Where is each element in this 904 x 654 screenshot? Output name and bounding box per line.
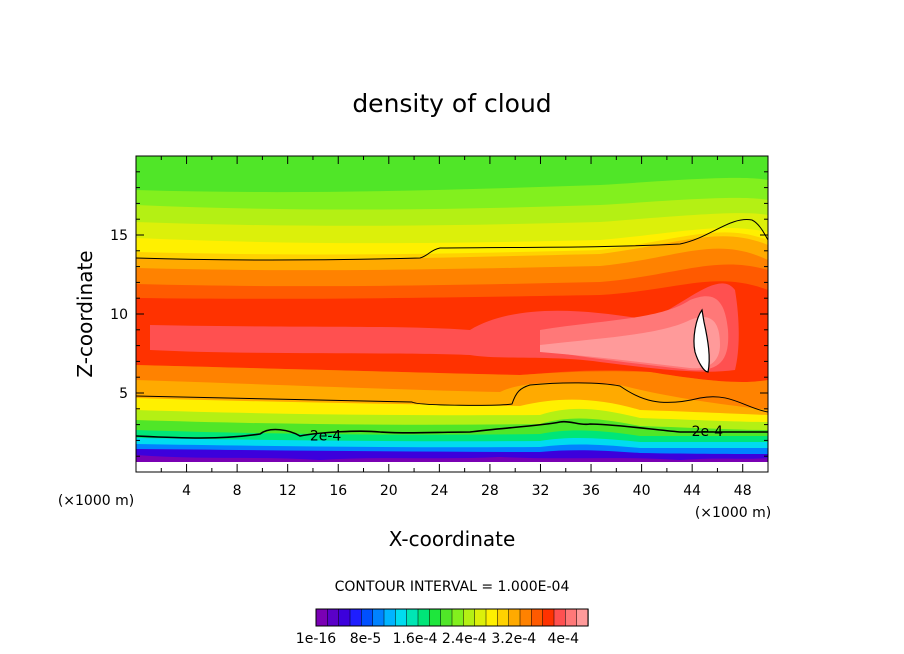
- x-tick-label: 40: [633, 483, 651, 499]
- colorbar-swatch: [474, 608, 487, 627]
- x-tick-label: 32: [532, 483, 550, 499]
- colorbar-swatch: [542, 608, 555, 627]
- y-axis-label: Z-coordinate: [73, 250, 97, 377]
- colorbar-label: 1.6e-4: [393, 631, 438, 647]
- colorbar-swatch: [372, 608, 385, 627]
- colorbar-swatch: [440, 608, 453, 627]
- colorbar-swatch: [315, 608, 328, 627]
- contour-line-lower: [136, 420, 768, 439]
- y-tick-label: 10: [110, 307, 128, 323]
- x-tick-label: 8: [233, 483, 242, 499]
- colorbar-label: 8e-5: [350, 631, 381, 647]
- colorbar-swatch: [327, 608, 340, 627]
- x-tick-label: 4: [182, 483, 191, 499]
- colorbar-swatch: [565, 608, 578, 627]
- colorbar-swatch: [531, 608, 544, 627]
- colorbar-label: 2.4e-4: [442, 631, 487, 647]
- field-band-surface: [136, 462, 768, 472]
- colorbar-swatch: [349, 608, 362, 627]
- x-tick-label: 44: [683, 483, 701, 499]
- colorbar-label: 4e-4: [548, 631, 580, 647]
- chart-title: density of cloud: [352, 89, 551, 118]
- colorbar-label: 3.2e-4: [491, 631, 536, 647]
- colorbar-swatch: [406, 608, 419, 627]
- colorbar-swatch: [429, 608, 442, 627]
- colorbar-label: 1e-16: [296, 631, 336, 647]
- colorbar-swatch: [451, 608, 464, 627]
- field-band-peak: [693, 308, 710, 373]
- contour-field: [136, 156, 768, 472]
- colorbar-swatch: [519, 608, 532, 627]
- colorbar-frame: [315, 608, 589, 627]
- y-tick-label: 15: [110, 228, 128, 244]
- x-tick-label: 12: [279, 483, 297, 499]
- colorbar-swatch: [576, 608, 589, 627]
- colorbar: 1e-16 8e-5 1.6e-4 2.4e-4 3.2e-4 4e-4: [296, 608, 589, 647]
- contour-label: 2e-4: [310, 429, 342, 445]
- colorbar-swatch: [383, 608, 396, 627]
- contour-interval-note: CONTOUR INTERVAL = 1.000E-04: [335, 579, 570, 595]
- x-tick-label: 16: [329, 483, 347, 499]
- colorbar-swatch: [338, 608, 351, 627]
- colorbar-swatch: [417, 608, 430, 627]
- colorbar-swatch: [508, 608, 521, 627]
- field-band-pink-pale: [540, 317, 720, 369]
- contour-label: 2e-4: [692, 424, 724, 440]
- x-tick-label: 36: [582, 483, 600, 499]
- y-unit-label: (×1000 m): [695, 505, 771, 521]
- x-tick-label: 24: [430, 483, 448, 499]
- colorbar-swatch: [485, 608, 498, 627]
- x-tick-label: 28: [481, 483, 499, 499]
- colorbar-swatch: [497, 608, 510, 627]
- colorbar-swatch: [553, 608, 566, 627]
- colorbar-swatch: [361, 608, 374, 627]
- x-tick-label: 20: [380, 483, 398, 499]
- contour-line-top: [136, 219, 768, 261]
- x-tick-label: 48: [734, 483, 752, 499]
- y-tick-label: 5: [119, 386, 128, 402]
- x-unit-label: (×1000 m): [58, 493, 134, 509]
- x-axis-label: X-coordinate: [389, 527, 516, 551]
- colorbar-swatch: [463, 608, 476, 627]
- colorbar-swatch: [395, 608, 408, 627]
- contour-line-mid: [136, 382, 768, 413]
